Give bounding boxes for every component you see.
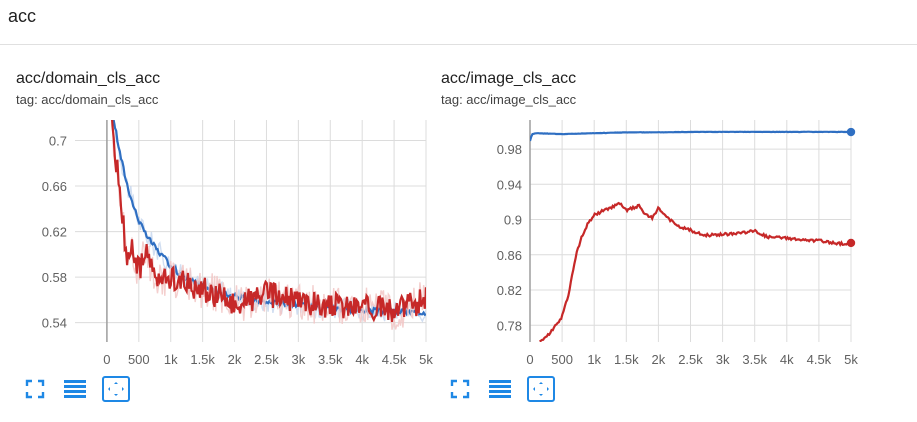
plot-area [530,130,851,342]
x-tick-label: 2k [652,352,666,367]
plot-area [110,120,426,330]
card-title: acc/domain_cls_acc [16,70,161,87]
x-tick-label: 500 [551,352,573,367]
y-tick-label: 0.54 [42,316,67,331]
y-tick-label: 0.82 [497,283,522,298]
y-tick-label: 0.62 [42,225,67,240]
fit-domain-icon[interactable] [102,376,130,402]
series-line [539,201,851,342]
series-line [112,120,426,317]
section-title: acc [8,6,37,26]
y-tick-label: 0.78 [497,318,522,333]
chart-card-domain-cls-acc: acc/domain_cls_acc tag: acc/domain_cls_a… [0,66,440,416]
y-tick-label: 0.98 [497,142,522,157]
fullscreen-icon[interactable] [22,376,48,402]
x-tick-label: 500 [128,352,150,367]
card-tag: tag: acc/domain_cls_acc [16,92,159,107]
x-tick-label: 4k [780,352,794,367]
x-tick-label: 2k [228,352,242,367]
y-tick-label: 0.86 [497,248,522,263]
x-tick-label: 4k [355,352,369,367]
x-tick-label: 5k [844,352,858,367]
series-line [530,130,851,142]
y-tick-label: 0.58 [42,270,67,285]
x-tick-label: 4.5k [382,352,407,367]
x-tick-label: 3k [716,352,730,367]
x-tick-label: 5k [419,352,433,367]
data-table-icon[interactable] [62,376,88,402]
x-tick-label: 2.5k [678,352,703,367]
series-raw-line [110,120,426,323]
y-tick-label: 0.66 [42,179,67,194]
data-table-icon[interactable] [487,376,513,402]
fullscreen-icon[interactable] [447,376,473,402]
x-tick-label: 1.5k [190,352,215,367]
chart-card-image-cls-acc: acc/image_cls_acc tag: acc/image_cls_acc… [425,66,865,416]
x-tick-label: 4.5k [807,352,832,367]
x-tick-label: 1k [587,352,601,367]
x-tick-label: 3k [291,352,305,367]
card-title: acc/image_cls_acc [441,70,577,87]
card-tag: tag: acc/image_cls_acc [441,92,577,107]
x-tick-label: 0 [103,352,110,367]
fit-domain-icon[interactable] [527,376,555,402]
series-end-marker [846,238,856,248]
x-tick-label: 2.5k [254,352,279,367]
series-line [111,120,426,323]
line-chart[interactable]: 0 500 1k 1.5k 2k 2.5k 3k 3.5k 4k 4.5k 5k 0.54 0.58 0.… [0,66,440,386]
y-tick-label: 0.94 [497,177,522,192]
x-tick-label: 0 [526,352,533,367]
y-tick-label: 0.9 [504,213,522,228]
x-tick-label: 3.5k [318,352,343,367]
x-tick-label: 1.5k [614,352,639,367]
y-tick-label: 0.7 [49,133,67,148]
section-header: acc [0,0,917,45]
x-tick-label: 1k [164,352,178,367]
line-chart[interactable]: 0 500 1k 1.5k 2k 2.5k 3k 3.5k 4k 4.5k 5k 0.78 0.82 0.… [425,66,865,386]
series-end-marker [846,127,856,137]
x-tick-label: 3.5k [742,352,767,367]
